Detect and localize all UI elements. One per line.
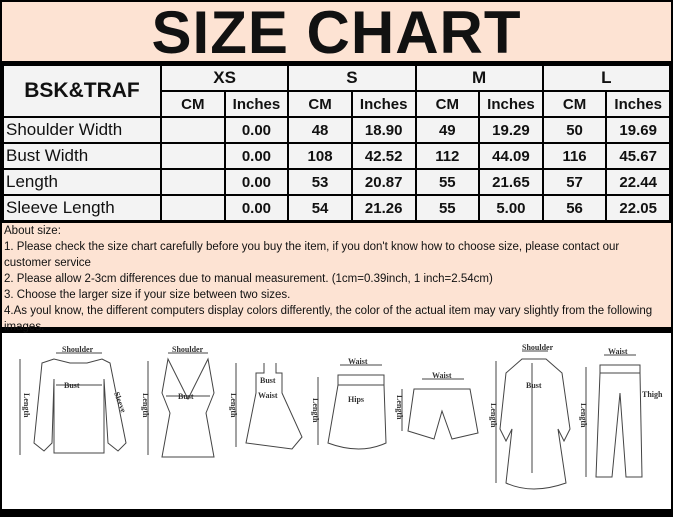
table-cell [160, 194, 226, 222]
size-notes: About size: 1. Please check the size cha… [2, 223, 671, 333]
table-cell: 44.09 [478, 142, 544, 170]
svg-text:Hips: Hips [348, 395, 364, 404]
svg-text:Waist: Waist [432, 371, 452, 380]
label-thigh: Thigh [642, 390, 663, 399]
svg-text:Waist: Waist [608, 347, 628, 356]
svg-text:Length: Length [141, 393, 150, 418]
svg-text:Shoulder: Shoulder [522, 343, 554, 352]
table-cell: 19.29 [478, 116, 544, 144]
blouse-illustration: Shoulder Bust Length Sleeve [19, 345, 128, 455]
note-item: 1. Please check the size chart carefully… [4, 241, 620, 269]
table-row: Length 0.00 53 20.87 55 21.65 57 22.44 [2, 168, 671, 196]
unit-inches: Inches [350, 90, 417, 118]
unit-cm: CM [160, 90, 226, 118]
unit-cm: CM [287, 90, 353, 118]
table-cell: 55 [414, 194, 481, 222]
label-bust: Bust [64, 381, 80, 390]
table-cell: 19.69 [605, 116, 671, 144]
size-header-m: M [414, 64, 544, 92]
table-cell: 0.00 [223, 142, 290, 170]
table-cell: 45.67 [605, 142, 671, 170]
coat-illustration: Shoulder Bust Length [489, 343, 571, 490]
row-label: Sleeve Length [2, 194, 162, 222]
note-item: 3. Choose the larger size if your size b… [4, 289, 291, 301]
table-cell: 48 [287, 116, 353, 144]
table-row: Bust Width 0.00 108 42.52 112 44.09 116 45.67 [2, 142, 671, 170]
table-cell: 116 [541, 142, 608, 170]
table-cell: 57 [541, 168, 608, 196]
label-length: Length [22, 393, 31, 418]
svg-text:Bust: Bust [526, 381, 542, 390]
svg-text:Length: Length [579, 403, 588, 428]
unit-inches: Inches [478, 90, 544, 118]
table-cell: 54 [287, 194, 353, 222]
label-sleeve: Sleeve [112, 391, 128, 415]
table-cell [160, 142, 226, 170]
table-cell: 50 [541, 116, 608, 144]
table-cell: 21.65 [478, 168, 544, 196]
shorts-illustration: Waist Length [395, 371, 479, 440]
table-cell: 21.26 [350, 194, 417, 222]
unit-cm: CM [541, 90, 608, 118]
unit-inches: Inches [605, 90, 671, 118]
svg-text:Length: Length [395, 395, 404, 420]
table-cell: 0.00 [223, 168, 290, 196]
unit-cm: CM [414, 90, 481, 118]
notes-heading: About size: [4, 225, 61, 237]
unit-inches: Inches [223, 90, 290, 118]
table-cell [160, 168, 226, 196]
table-cell: 53 [287, 168, 353, 196]
svg-text:Waist: Waist [348, 357, 368, 366]
table-cell: 42.52 [350, 142, 417, 170]
size-header-xs: XS [159, 64, 290, 92]
brand-label: BSK&TRAF [2, 64, 162, 118]
svg-text:Waist: Waist [258, 391, 278, 400]
table-cell: 22.05 [605, 194, 671, 222]
tank-illustration: Shoulder Bust Length [141, 345, 215, 458]
table-cell: 22.44 [605, 168, 671, 196]
table-cell: 0.00 [223, 116, 290, 144]
row-label: Bust Width [2, 142, 162, 170]
svg-text:Bust: Bust [260, 376, 276, 385]
size-table: BSK&TRAF XS S M L CM Inches CM Inches CM… [2, 64, 672, 222]
row-label: Length [2, 168, 162, 196]
svg-text:Length: Length [311, 398, 320, 423]
svg-text:Bust: Bust [178, 392, 194, 401]
measurement-illustrations: Shoulder Bust Length Sleeve Shoulder Bus… [2, 333, 671, 509]
table-row: Sleeve Length 0.00 54 21.26 55 5.00 56 22.05 [2, 194, 671, 222]
page-title: SIZE CHART [2, 2, 671, 64]
size-header-s: S [287, 64, 417, 92]
pants-illustration: Waist Thigh Length [579, 347, 663, 478]
note-item: 2. Please allow 2-3cm differences due to… [4, 273, 493, 285]
table-cell [160, 116, 226, 144]
skirt-illustration: Waist Hips Length [311, 357, 387, 450]
table-cell: 112 [414, 142, 481, 170]
table-cell: 18.90 [350, 116, 417, 144]
table-cell: 5.00 [478, 194, 544, 222]
row-label: Shoulder Width [2, 116, 162, 144]
table-cell: 108 [287, 142, 353, 170]
table-cell: 49 [414, 116, 481, 144]
table-row: Shoulder Width 0.00 48 18.90 49 19.29 50 19.69 [2, 116, 671, 144]
svg-text:Length: Length [489, 403, 498, 428]
svg-text:Shoulder: Shoulder [172, 345, 204, 354]
table-cell: 55 [414, 168, 481, 196]
table-cell: 0.00 [223, 194, 290, 222]
table-cell: 56 [541, 194, 608, 222]
note-item: 4.As youl know, the different computers … [4, 305, 653, 333]
dress-illustration: Bust Waist Length [229, 363, 303, 450]
size-header-l: L [541, 64, 672, 92]
svg-text:Length: Length [229, 393, 238, 418]
table-cell: 20.87 [350, 168, 417, 196]
label-shoulder: Shoulder [62, 345, 94, 354]
